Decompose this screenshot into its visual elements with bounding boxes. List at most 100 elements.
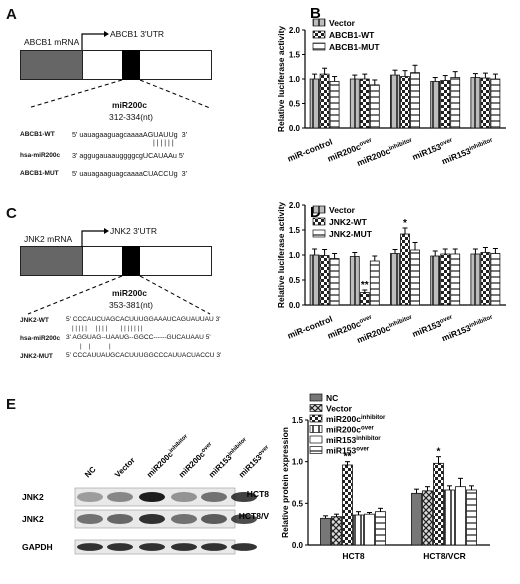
- legend-label: ABCB1-WT: [329, 30, 375, 40]
- blot-band: [77, 513, 103, 525]
- binding-site-a: [122, 50, 140, 80]
- bar: [359, 78, 370, 129]
- bar: [319, 73, 330, 129]
- binding-site-c: [122, 246, 140, 276]
- legend-swatch: [312, 217, 326, 226]
- category-label: HCT8/VCR: [423, 551, 466, 561]
- mrna-block-c: [20, 246, 84, 276]
- mrna-label-a: ABCB1 mRNA: [24, 37, 80, 47]
- blot-row-label: JNK2: [22, 514, 44, 524]
- mir-name-a: miR200c: [112, 100, 147, 110]
- bar: [422, 490, 433, 546]
- legend-swatch: [312, 229, 326, 238]
- blot-band: [201, 543, 227, 551]
- bar: [411, 492, 422, 546]
- seq-c-mir: 3' AGGUAG--UAAUG--GGCC------GUCAUAAU 5': [66, 334, 211, 341]
- y-axis-label: Relative protein expression: [280, 427, 290, 538]
- bar: [470, 77, 481, 129]
- blot-band: [77, 543, 103, 551]
- y-tick-label: 0.0: [289, 124, 301, 133]
- bar: [390, 74, 400, 129]
- bar: [364, 513, 375, 546]
- bar: [450, 77, 461, 129]
- y-tick-label: 0.5: [289, 276, 301, 285]
- row-label-a-mut: ABCB1-MUT: [20, 170, 59, 177]
- zoom-lines-c: [27, 276, 211, 315]
- seq-c-mut: 5' CCCAUUAUGCACUUUGGCCCAUUACUACCU 3': [66, 352, 222, 359]
- bar: [440, 80, 451, 129]
- bar: [353, 514, 364, 546]
- legend-label: JNK2-MUT: [329, 229, 373, 239]
- y-tick-label: 2.0: [289, 26, 301, 35]
- bar: [320, 517, 331, 546]
- panel-letter-b: B: [310, 5, 321, 22]
- legend-swatch: [312, 30, 326, 39]
- legend-label: Vector: [326, 404, 353, 414]
- seq-a-mut: 5' uauagaaguagcaaaaCUACCUg 3': [72, 169, 188, 178]
- legend-swatch: [309, 393, 323, 402]
- significance-marker: **: [361, 280, 369, 291]
- panel-letter-a: A: [6, 6, 17, 23]
- legend-swatch: [312, 42, 326, 51]
- bar: [430, 255, 441, 306]
- bar: [450, 253, 461, 306]
- y-tick-label: 0.5: [289, 100, 301, 109]
- bar: [375, 511, 386, 546]
- y-tick-label: 0.0: [289, 301, 301, 310]
- blot-band: [171, 543, 197, 551]
- utr-label-c: JNK2 3'UTR: [110, 226, 157, 236]
- bar: [455, 486, 466, 546]
- blot-band: [231, 491, 257, 503]
- bar: [369, 260, 380, 306]
- utr-arrow-c: [81, 228, 109, 247]
- bar: [309, 78, 320, 129]
- blot-band: [77, 491, 103, 503]
- bar: [490, 78, 501, 129]
- y-tick-label: 1.0: [289, 75, 301, 84]
- bar: [329, 81, 340, 129]
- mir-name-c: miR200c: [112, 288, 147, 298]
- blot-band: [139, 491, 165, 503]
- blot-band: [139, 543, 165, 551]
- blot-band: [231, 513, 257, 525]
- blot-band: [107, 491, 133, 503]
- y-axis-label: Relative luciferase activity: [276, 202, 286, 309]
- seq-a-wt: 5' uauagaaguagcaaaaAGUAUUg 3': [72, 130, 188, 139]
- site-c: 353-381(nt): [109, 300, 153, 310]
- zoom-lines-a: [27, 80, 211, 109]
- bar: [349, 78, 360, 129]
- legend-swatch: [309, 446, 323, 454]
- utr-block-a: [82, 50, 212, 80]
- pairs-c-top: | | | | | | | | | | | | | | | |: [72, 325, 143, 332]
- y-tick-label: 1.5: [292, 416, 304, 425]
- bar: [349, 256, 360, 306]
- blot-band: [107, 543, 133, 551]
- bar: [309, 254, 320, 306]
- blot-band: [171, 513, 197, 525]
- row-label-c-mir: hsa-miR200c: [20, 335, 61, 342]
- bar: [480, 77, 491, 129]
- bar: [430, 81, 441, 129]
- bar: [359, 292, 370, 306]
- utr-label-a: ABCB1 3'UTR: [110, 29, 165, 39]
- bar: [490, 253, 501, 306]
- mrna-label-c: JNK2 mRNA: [24, 234, 73, 244]
- pairs-a: | | | | | |: [153, 140, 174, 147]
- western-blot: NC Vector miR200cinhibitormiR200covermiR15…: [22, 433, 270, 555]
- legend-swatch: [309, 435, 323, 444]
- legend-label: miR200cinhibitor: [326, 414, 386, 424]
- significance-marker: **: [344, 452, 352, 463]
- category-label: miR-control: [286, 137, 334, 164]
- y-axis-label: Relative luciferase activity: [276, 26, 286, 133]
- blot-band: [231, 543, 257, 551]
- seq-c-wt: 5' CCCAUCUAGCACUUUGGAAAUCAGUAUUAU 3': [66, 316, 221, 323]
- legend-label: ABCB1-MUT: [329, 42, 380, 52]
- utr-block-c: [82, 246, 212, 276]
- legend-label: JNK2-WT: [329, 217, 368, 227]
- bar: [433, 462, 444, 546]
- mrna-block-a: [20, 50, 84, 80]
